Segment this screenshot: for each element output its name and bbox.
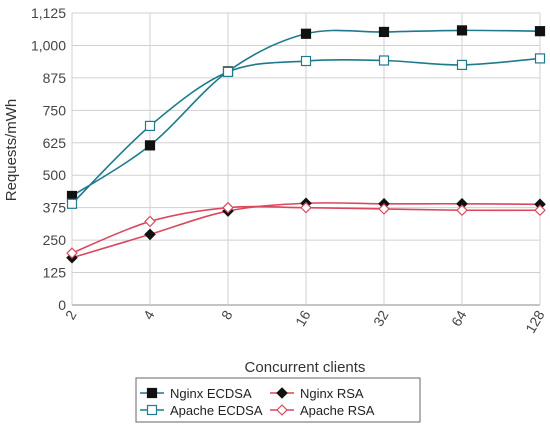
data-point <box>66 198 78 209</box>
data-point <box>144 215 156 228</box>
data-point <box>300 201 312 214</box>
data-point <box>534 26 546 37</box>
legend-swatch-marker <box>276 387 288 399</box>
x-tick-label: 2 <box>62 307 80 322</box>
legend-item: Apache RSA <box>270 403 375 418</box>
data-point <box>456 59 468 71</box>
data-point <box>222 66 234 78</box>
data-point <box>300 28 312 39</box>
y-tick-label: 500 <box>43 167 67 183</box>
y-tick-label: 1,000 <box>31 37 66 53</box>
x-axis-title: Concurrent clients <box>245 359 366 376</box>
data-point <box>144 228 156 241</box>
y-tick-label: 375 <box>43 200 67 216</box>
y-tick-label: 875 <box>43 70 67 86</box>
series-layer <box>66 25 546 264</box>
x-tick-label: 16 <box>292 307 314 329</box>
x-tick-label: 128 <box>522 307 548 335</box>
series-apache-rsa <box>66 201 546 259</box>
x-tick-label: 4 <box>140 307 158 322</box>
y-tick-label: 250 <box>43 232 67 248</box>
legend-label: Apache ECDSA <box>170 403 263 418</box>
data-point <box>144 140 156 151</box>
y-tick-label: 750 <box>43 102 67 118</box>
legend: Nginx ECDSA Nginx RSA Apache ECDSA Apache R… <box>135 377 421 423</box>
legend-item: Apache ECDSA <box>140 403 263 418</box>
data-point <box>456 204 468 217</box>
data-point <box>534 53 546 64</box>
legend-box <box>135 377 421 423</box>
data-point <box>378 26 390 38</box>
data-point <box>300 55 312 67</box>
legend-label: Apache RSA <box>300 403 375 418</box>
y-tick-label: 1,125 <box>31 5 66 21</box>
legend-item: Nginx ECDSA <box>140 386 252 401</box>
x-axis-ticks: 2 4 8 16 32 64 128 <box>62 307 548 335</box>
legend-swatch-marker <box>276 404 288 416</box>
legend-label: Nginx ECDSA <box>170 386 252 401</box>
data-point <box>66 247 78 259</box>
data-point <box>534 204 546 217</box>
legend-swatch-marker <box>146 404 158 416</box>
data-point <box>144 120 156 132</box>
y-axis-ticks: 0 125 250 375 500 625 750 875 1,000 1,125 <box>31 5 66 313</box>
legend-swatch-marker <box>146 387 158 399</box>
data-point <box>378 55 390 66</box>
x-tick-label: 64 <box>448 307 470 329</box>
x-tick-label: 32 <box>370 307 392 329</box>
data-point <box>378 203 390 215</box>
x-tick-label: 8 <box>218 307 236 322</box>
series-apache-ecdsa <box>66 53 546 209</box>
y-tick-label: 625 <box>43 135 67 151</box>
y-axis-title: Requests/mWh <box>3 99 20 202</box>
y-tick-label: 125 <box>43 265 67 281</box>
y-tick-label: 0 <box>58 297 66 313</box>
legend-item: Nginx RSA <box>270 386 364 401</box>
data-point <box>222 201 234 214</box>
legend-label: Nginx RSA <box>300 386 364 401</box>
data-point <box>456 25 468 36</box>
